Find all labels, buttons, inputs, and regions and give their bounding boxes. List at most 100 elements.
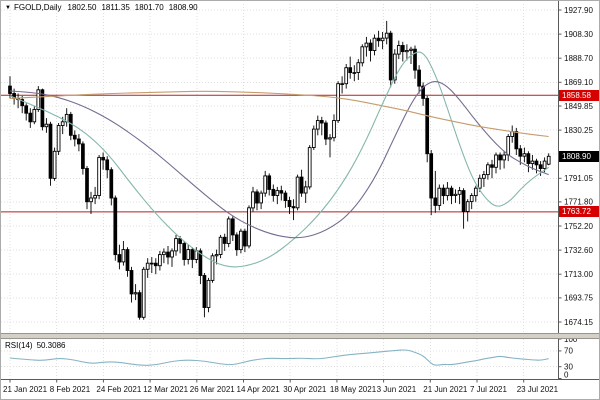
candle-body — [141, 268, 146, 318]
candle-body — [295, 176, 300, 209]
price-tick-label: 1791.05 — [564, 174, 593, 183]
candle-body — [222, 236, 227, 244]
candle-body — [56, 125, 61, 152]
rsi-tick-label: 100 — [564, 335, 578, 344]
candle-body — [125, 249, 130, 271]
rsi-scale-labels: 100 70 300 — [558, 335, 578, 380]
date-tick-label: 30 Apr 2021 — [283, 385, 327, 394]
candle-body — [291, 206, 296, 209]
candle-body — [324, 122, 328, 140]
price-tick-label: 1869.10 — [564, 78, 593, 87]
candle-body — [336, 83, 340, 122]
candle-body — [109, 169, 114, 199]
candle-body — [121, 249, 126, 263]
candle-body — [255, 191, 259, 204]
candle-body — [263, 175, 268, 194]
date-tick-label: 21 Jan 2021 — [3, 385, 48, 394]
candle-body — [247, 207, 251, 247]
rsi-value: 50.3086 — [36, 341, 66, 350]
candle-body — [259, 192, 263, 204]
candle-body — [356, 62, 361, 73]
candle-body — [380, 37, 385, 42]
candle-body — [498, 154, 502, 161]
date-tick-label: 3 Jun 2021 — [377, 385, 417, 394]
candle-body — [518, 148, 523, 157]
ma-fast-line — [9, 51, 550, 268]
expander-icon[interactable]: ▼ — [5, 5, 11, 11]
candle-body — [352, 72, 357, 74]
candle-body — [279, 190, 284, 194]
candle-body — [477, 177, 482, 189]
candle-body — [457, 190, 462, 195]
candle-body — [105, 159, 110, 171]
support-price-badge: 1763.72 — [559, 206, 599, 218]
candle-body — [299, 176, 304, 194]
candle-body — [153, 262, 158, 267]
candle-body — [40, 89, 45, 128]
candle-body — [405, 50, 409, 53]
candle-body — [89, 197, 93, 203]
candle-body — [226, 218, 231, 244]
candle-body — [319, 120, 324, 124]
price-axis-labels: 1927.90 1908.30 1888.70 1869.10 1849.85 1830.… — [558, 6, 593, 327]
candle-body — [287, 200, 292, 208]
price-tick-label: 1674.15 — [564, 318, 593, 327]
candle-body — [133, 292, 138, 295]
candle-body — [425, 97, 430, 155]
axis-frame — [1, 1, 599, 380]
candle-body — [182, 243, 187, 260]
candle-body — [384, 32, 389, 39]
candle-body — [206, 279, 211, 308]
ma-slow-line — [9, 90, 549, 138]
candle-body — [413, 48, 417, 71]
candle-body — [445, 187, 450, 197]
candle-body — [364, 42, 369, 48]
current-price-badge: 1808.90 — [559, 150, 599, 162]
candle-body — [311, 128, 316, 148]
candle-body — [24, 105, 29, 114]
candle-body — [239, 230, 243, 251]
rsi-line — [9, 349, 549, 366]
candle-body — [429, 153, 434, 199]
pane-splitter[interactable] — [1, 333, 599, 339]
candle-body — [340, 83, 344, 85]
candle-body — [542, 160, 547, 169]
candle-body — [328, 137, 332, 140]
candle-body — [162, 251, 166, 256]
candle-body — [461, 190, 466, 212]
candle-body — [449, 187, 454, 197]
candle-body — [453, 193, 458, 196]
candle-body — [315, 120, 320, 130]
candle-body — [170, 250, 174, 258]
date-tick-label: 8 Feb 2021 — [50, 385, 91, 394]
candle-body — [93, 195, 97, 199]
candle-body — [275, 190, 280, 196]
candle-body — [178, 238, 182, 244]
low-value: 1801.70 — [134, 3, 164, 12]
rsi-tick-label: 0 — [564, 371, 569, 380]
candle-body — [52, 150, 57, 179]
chart-title: ▼ FGOLD,Daily 1802.50 1811.35 1801.70 1808.90 — [5, 3, 203, 12]
price-tick-label: 1771.80 — [564, 198, 593, 207]
candle-body — [506, 136, 511, 156]
candle-body — [77, 138, 81, 145]
candle-body — [60, 121, 65, 126]
candle-body — [534, 160, 539, 166]
candle-body — [230, 218, 235, 236]
candle-body — [372, 37, 377, 51]
price-tick-label: 1849.85 — [564, 102, 593, 111]
candle-body — [473, 187, 478, 197]
date-tick-label: 26 Mar 2021 — [190, 385, 235, 394]
candle-body — [283, 192, 288, 201]
candle-body — [538, 164, 543, 169]
gridlines — [1, 4, 558, 379]
candle-body — [502, 154, 506, 161]
candle-body — [433, 197, 438, 206]
candle-body — [514, 131, 519, 150]
candle-body — [303, 186, 308, 194]
price-tick-label: 1908.30 — [564, 30, 593, 39]
date-tick-label: 23 Jul 2021 — [517, 385, 559, 394]
candle-body — [166, 251, 170, 258]
candlesticks — [8, 20, 551, 320]
